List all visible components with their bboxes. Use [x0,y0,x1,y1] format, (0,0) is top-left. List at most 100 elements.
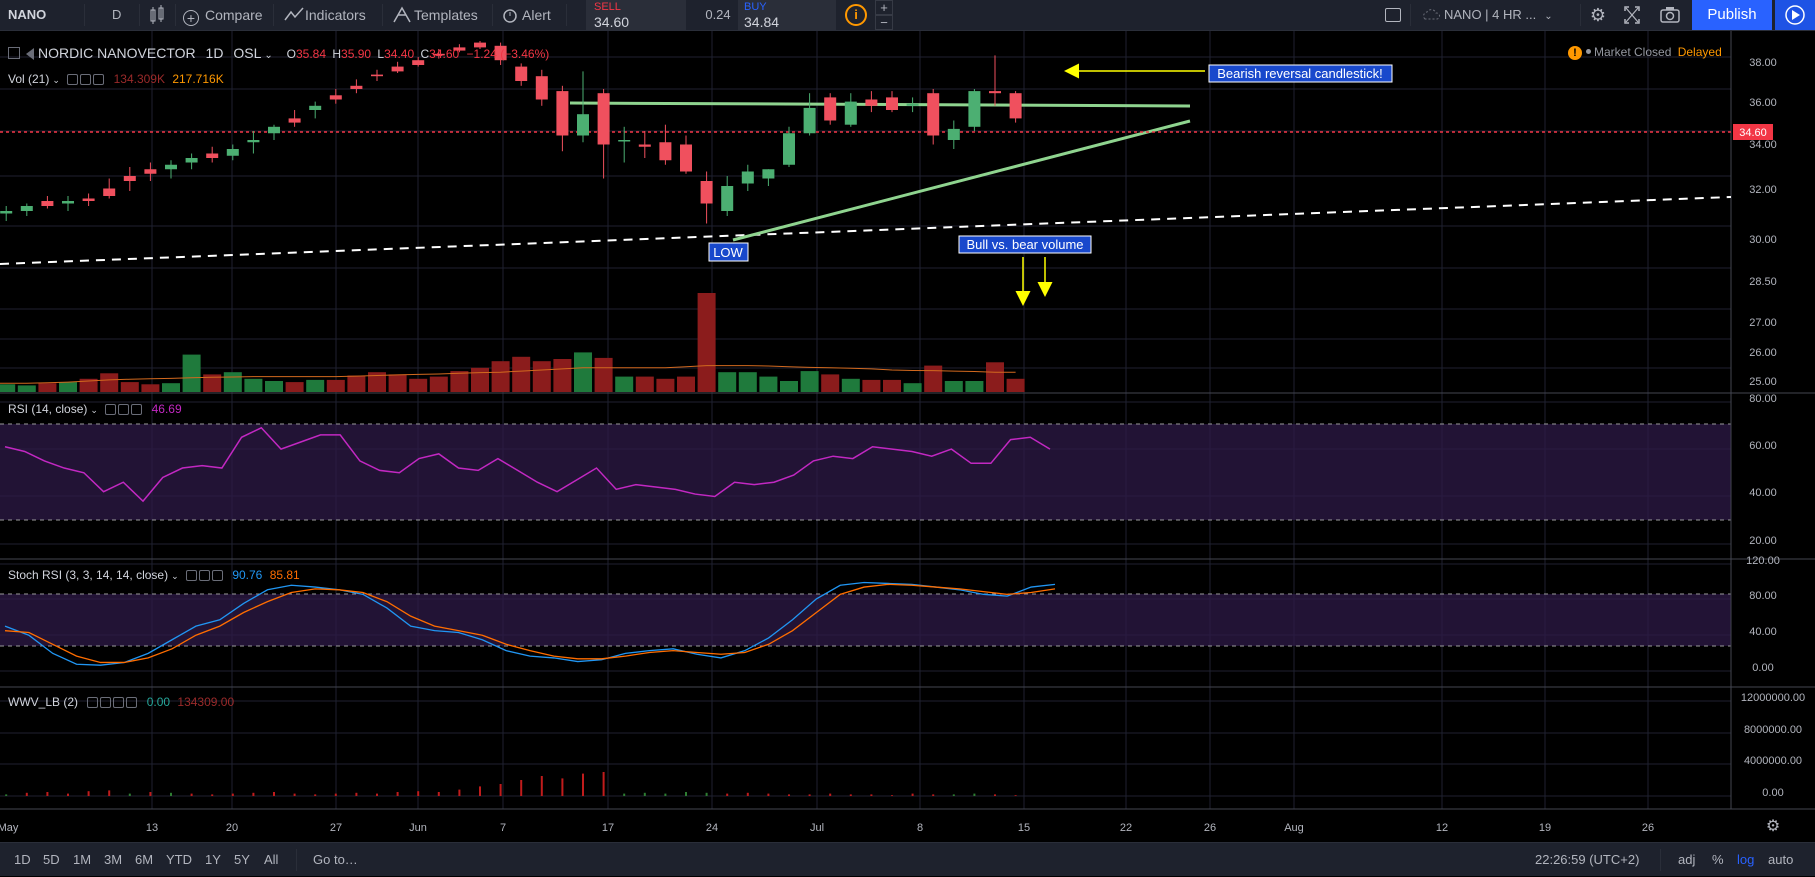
candle-body [886,97,898,110]
eye-icon[interactable] [67,74,79,85]
symbol-search[interactable]: NANO [8,7,47,22]
candle-body [865,99,878,106]
divider [296,849,297,871]
volume-bar [594,357,613,392]
time-axis[interactable]: May 13 20 27 Jun 7 17 24 Jul 8 15 22 26 Aug 12 19 26 [0,822,1654,834]
close-icon[interactable] [131,404,143,415]
close-icon[interactable] [93,74,105,85]
close-icon[interactable] [126,697,138,708]
fullscreen-square-icon[interactable] [1385,8,1401,22]
resistance-line[interactable] [569,101,1191,108]
stoch-axis[interactable]: 120.00 80.00 40.00 0.00 [1746,555,1780,674]
close-icon[interactable] [211,570,223,581]
rsi-axis[interactable]: 80.00 60.00 40.00 20.00 [1749,393,1777,547]
clock-display[interactable]: 22:26:59 (UTC+2) [1535,852,1640,867]
volume-legend[interactable]: Vol (21) ⌄ 134.309K 217.716K [8,72,224,86]
info-icon[interactable]: i [845,4,867,26]
wwv-legend[interactable]: WWV_LB (2) 0.00 134309.00 [8,695,234,709]
volume-bar [738,372,757,392]
replay-button[interactable] [1775,0,1815,30]
wwv-bar [355,792,358,796]
axis-settings-gear-icon[interactable]: ⚙ [1766,818,1780,835]
log-toggle[interactable]: log [1737,852,1755,867]
auto-toggle[interactable]: auto [1768,852,1794,867]
adj-toggle[interactable]: adj [1678,852,1696,867]
settings-icon[interactable] [118,404,130,415]
collapse-icon[interactable] [8,47,20,59]
plus-circle-icon: + [183,10,199,26]
range-6m[interactable]: 6M [135,852,154,867]
camera-icon [1660,7,1680,23]
wwv-bar [561,778,564,796]
compare-button[interactable]: + Compare [183,0,263,30]
volume-bar [903,383,922,392]
candle-body [721,186,734,211]
volume-bar [429,376,448,392]
bar-style-button[interactable] [148,0,166,30]
bearish-callout-box[interactable] [1208,64,1393,83]
time-tick: May [0,822,19,834]
range-ytd[interactable]: YTD [166,852,192,867]
wwv-bar [293,793,296,796]
candle-body [577,114,589,136]
market-status[interactable]: ! Market Closed Delayed [1568,45,1722,60]
settings-gear-icon[interactable]: ⚙ [1589,5,1607,25]
stoch-band [0,594,1731,646]
chart-canvas[interactable]: Bearish reversal candlestick! LOW Bull v… [0,31,1815,842]
close-label: C [420,47,430,61]
range-all[interactable]: All [264,852,279,867]
minus-icon[interactable]: − [875,15,893,30]
low-callout-box[interactable] [708,242,749,262]
volume-bar [656,378,675,392]
stoch-tick: 80.00 [1749,590,1777,602]
range-3m[interactable]: 3M [104,852,123,867]
eye-icon[interactable] [87,697,99,708]
range-1d[interactable]: 1D [14,852,31,867]
wwv-axis[interactable]: 12000000.00 8000000.00 4000000.00 0.00 [1741,692,1805,799]
settings-icon[interactable] [80,74,92,85]
price-tick: 34.00 [1749,139,1777,151]
wwv-bar [808,794,811,796]
stoch-legend[interactable]: Stoch RSI (3, 3, 14, 14, close) ⌄ 90.76 8… [8,568,300,582]
divider [84,4,85,26]
alert-button[interactable]: Alert [500,0,551,30]
time-tick: 7 [500,822,506,834]
legend-exchange: OSL [233,45,262,61]
range-5d[interactable]: 5D [43,852,60,867]
low-callout-text: LOW [713,245,743,260]
volume-bar [615,376,634,392]
volume-callout-box[interactable] [958,235,1092,254]
candle-body [268,126,280,134]
range-1m[interactable]: 1M [73,852,92,867]
source-code-icon[interactable] [113,697,125,708]
snapshot-button[interactable] [1658,0,1688,30]
percent-toggle[interactable]: % [1712,852,1724,867]
wwv-bar [994,794,996,796]
settings-icon[interactable] [198,570,210,581]
price-axis[interactable]: 38.00 36.00 34.00 32.00 30.00 28.50 27.0… [1749,57,1777,388]
fullscreen-button[interactable] [1620,0,1650,30]
sell-button[interactable]: SELL 34.60 [586,0,686,30]
interval-button[interactable]: D [112,7,122,22]
volume-bar [100,373,119,392]
ascending-support-line[interactable] [732,119,1191,242]
volume-bar [944,381,963,392]
range-1y[interactable]: 1Y [205,852,221,867]
plus-icon[interactable]: + [875,0,893,15]
range-5y[interactable]: 5Y [234,852,250,867]
long-term-dashed-trendline[interactable] [0,196,1732,265]
price-tick: 38.00 [1749,57,1777,69]
wwv-bar [190,793,193,796]
main-legend[interactable]: NORDIC NANOVECTOR 1D OSL ⌄ O35.84 H35.90 … [8,45,549,61]
eye-icon[interactable] [105,404,117,415]
templates-button[interactable]: Templates [392,0,478,30]
price-tick: 30.00 [1749,234,1777,246]
publish-button[interactable]: Publish [1692,0,1772,30]
eye-icon[interactable] [185,570,197,581]
goto-button[interactable]: Go to… [313,852,358,867]
indicators-button[interactable]: Indicators [283,0,366,30]
layout-selector[interactable]: NANO | 4 HR ... ⌄ [1420,0,1553,30]
buy-button[interactable]: BUY 34.84 [738,0,836,30]
rsi-legend[interactable]: RSI (14, close) ⌄ 46.69 [8,402,182,416]
settings-icon[interactable] [100,697,112,708]
